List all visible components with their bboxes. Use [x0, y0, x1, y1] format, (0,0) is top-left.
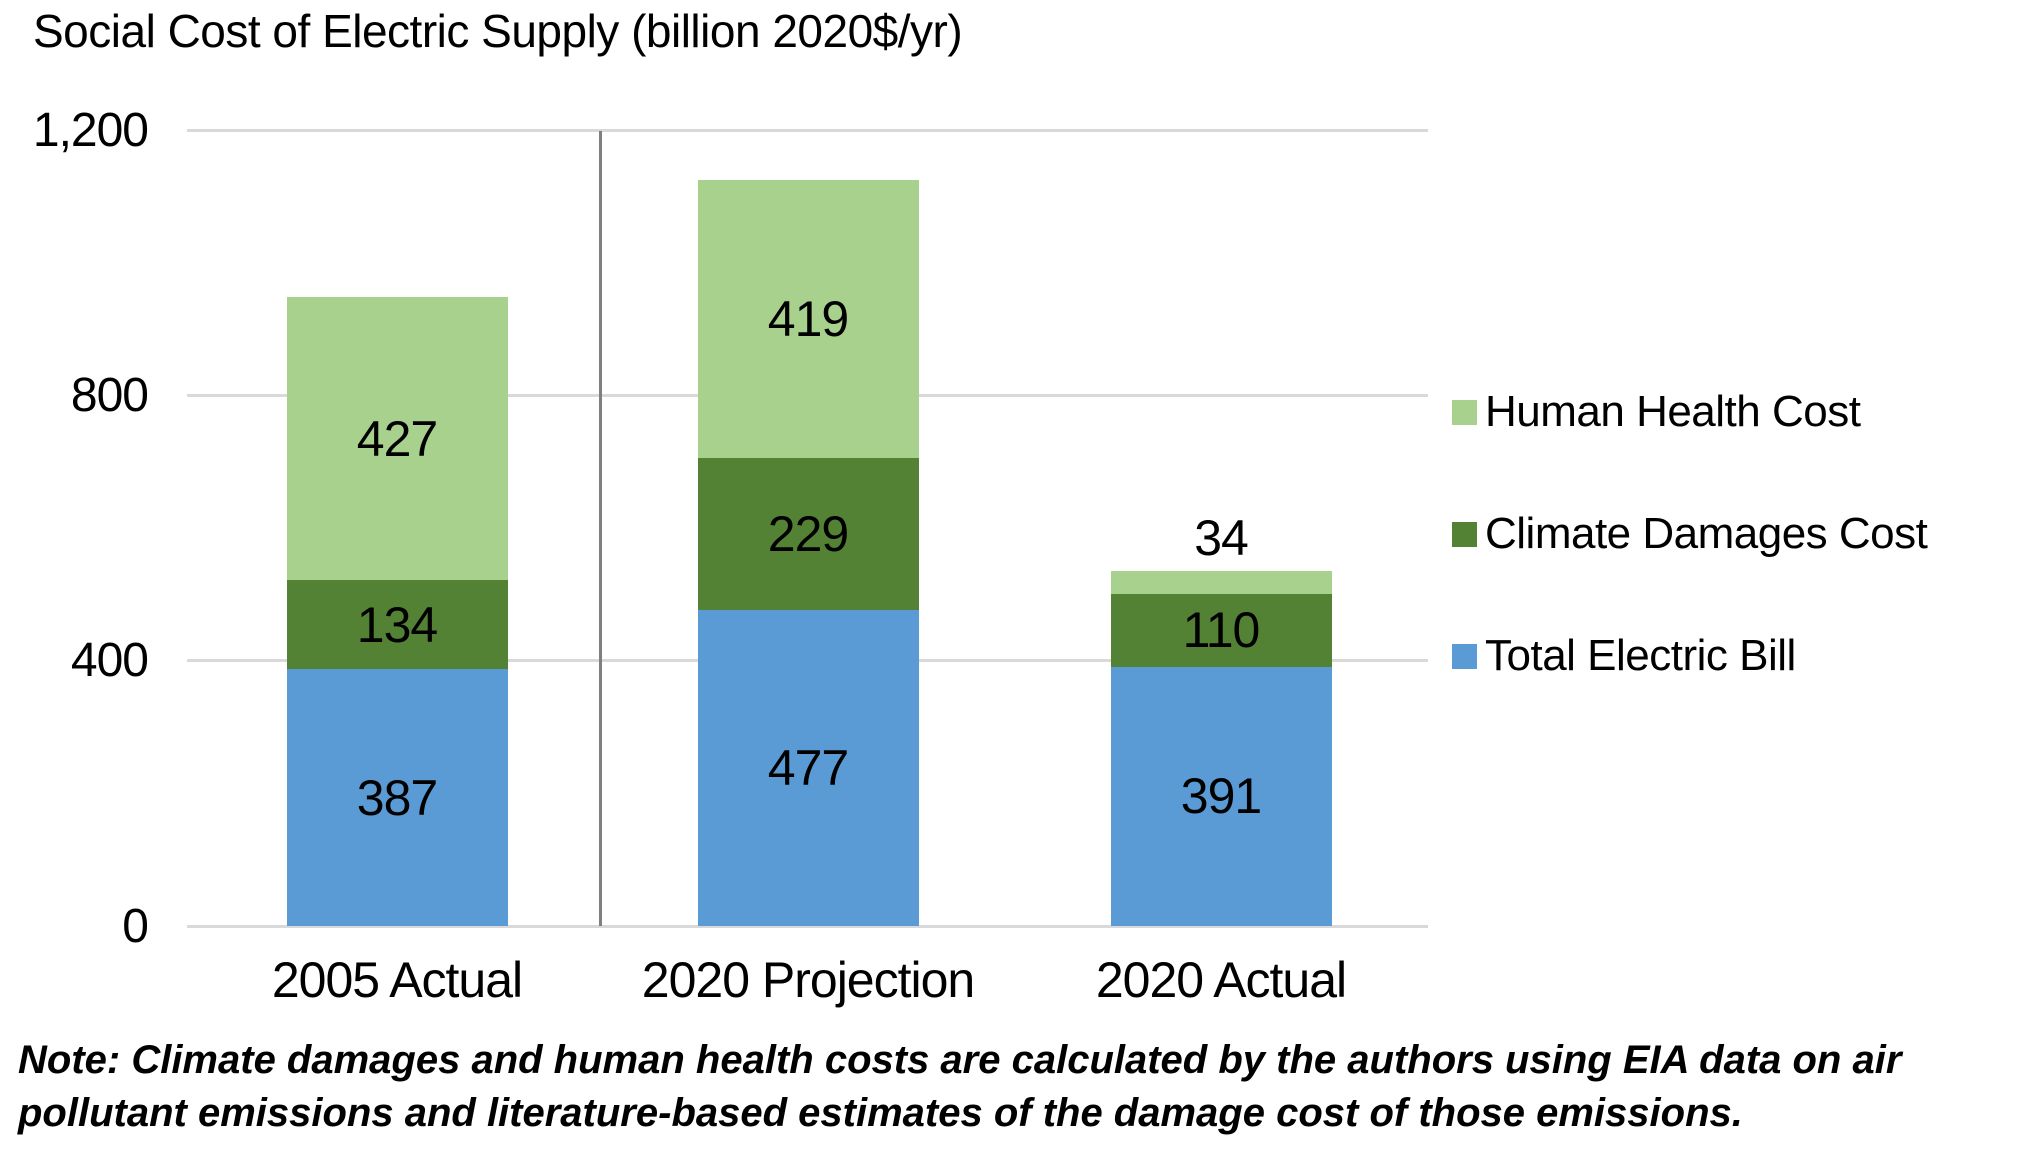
legend: Human Health Cost Climate Damages Cost Tot… [1452, 386, 1928, 682]
bar-2005-actual: 387 134 427 [286, 297, 508, 926]
category-label-2020-projection: 2020 Projection [641, 952, 975, 1008]
category-label-2005-actual: 2005 Actual [271, 952, 523, 1008]
gridline-0 [187, 924, 1428, 928]
gridline-1200 [187, 128, 1428, 132]
legend-item-total-electric-bill: Total Electric Bill [1452, 630, 1927, 682]
y-tick-label-400: 400 [70, 634, 149, 688]
bar-segment-climate-damages-cost: 229 [697, 457, 919, 610]
legend-swatch-icon [1452, 399, 1477, 425]
legend-swatch-icon [1452, 521, 1477, 547]
bar-segment-human-health-cost: 427 [286, 297, 508, 581]
category-label-2020-actual: 2020 Actual [1095, 952, 1347, 1008]
bar-segment-human-health-cost: 419 [697, 179, 919, 458]
note-text: Note: Climate damages and human health c… [18, 1038, 1902, 1135]
bar-segment-human-health-cost [1110, 571, 1332, 594]
bar-value-label: 427 [356, 410, 438, 467]
bar-segment-climate-damages-cost: 110 [1110, 593, 1332, 667]
legend-label: Climate Damages Cost [1485, 509, 1928, 558]
bar-2020-projection: 477 229 419 [697, 179, 919, 926]
legend-item-climate-damages-cost: Climate Damages Cost [1452, 508, 1928, 560]
bar-value-label: 134 [356, 596, 438, 653]
bar-value-label: 110 [1182, 602, 1261, 659]
y-tick-label-800: 800 [70, 368, 149, 422]
chart-title: Social Cost of Electric Supply (billion … [33, 5, 963, 57]
bar-segment-total-electric-bill: 391 [1110, 666, 1332, 926]
bar-value-label: 387 [356, 769, 438, 826]
bar-segment-climate-damages-cost: 134 [286, 580, 508, 670]
bar-segment-total-electric-bill: 387 [286, 669, 508, 926]
legend-label: Total Electric Bill [1485, 631, 1796, 680]
bar-value-label-outside: 34 [1194, 510, 1249, 567]
divider-line [599, 131, 602, 926]
legend-item-human-health-cost: Human Health Cost [1452, 386, 1927, 438]
y-tick-label-0: 0 [122, 899, 149, 953]
bar-value-label: 391 [1180, 768, 1262, 825]
bar-value-label: 477 [767, 739, 849, 796]
legend-swatch-icon [1452, 643, 1477, 669]
bar-2020-actual: 391 110 [1110, 571, 1332, 926]
y-tick-label-1200: 1,200 [32, 103, 149, 157]
bar-value-label: 419 [767, 290, 849, 347]
bar-value-label: 229 [767, 505, 849, 562]
legend-label: Human Health Cost [1485, 387, 1861, 436]
bar-segment-total-electric-bill: 477 [697, 609, 919, 926]
